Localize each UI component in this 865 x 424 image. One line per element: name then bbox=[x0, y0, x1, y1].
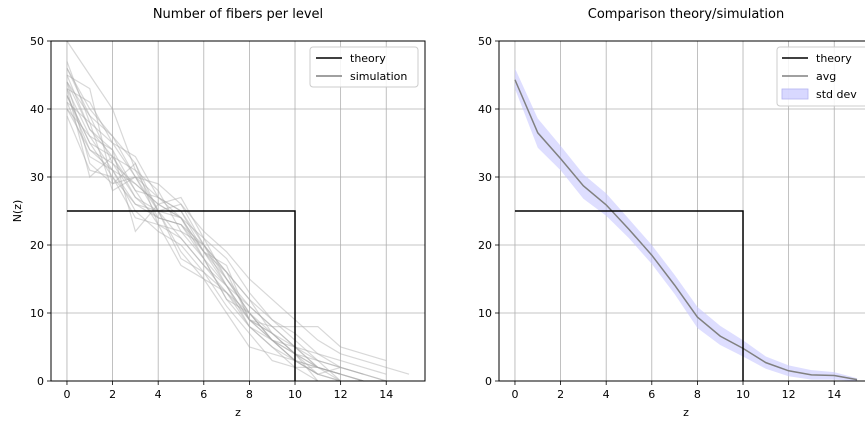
simulation-run-line bbox=[66, 74, 319, 382]
simulation-run-line bbox=[66, 101, 387, 382]
y-ticks-right: 0 10 20 30 40 50 bbox=[478, 35, 499, 388]
x-ticks-right: 0 2 4 6 8 10 12 14 bbox=[511, 381, 841, 401]
theory-line-right bbox=[514, 210, 744, 381]
simulation-run-line bbox=[66, 95, 364, 382]
y-tick-label: 20 bbox=[30, 239, 44, 252]
y-tick-label: 0 bbox=[485, 375, 492, 388]
simulation-run-line bbox=[66, 67, 410, 375]
y-tick-label: 30 bbox=[30, 171, 44, 184]
legend-label-avg: avg bbox=[816, 70, 836, 83]
std-dev-band bbox=[514, 68, 858, 381]
legend-left: theory simulation bbox=[309, 46, 419, 88]
y-tick-label: 0 bbox=[37, 375, 44, 388]
x-tick-label: 8 bbox=[246, 388, 253, 401]
y-tick-label: 50 bbox=[478, 35, 492, 48]
simulation-run-line bbox=[66, 108, 364, 375]
x-tick-label: 10 bbox=[288, 388, 302, 401]
theory-line-left bbox=[66, 210, 296, 381]
legend-swatch-std-dev bbox=[781, 88, 809, 100]
chart-fibers-per-level: Number of fibers per level 0 2 4 6 8 10 12 14 0… bbox=[11, 7, 426, 419]
simulation-run-line bbox=[66, 88, 364, 382]
simulation-run-line bbox=[66, 40, 319, 382]
y-tick-label: 10 bbox=[478, 307, 492, 320]
legend-label-std-dev: std dev bbox=[816, 88, 857, 101]
y-tick-label: 50 bbox=[30, 35, 44, 48]
y-tick-label: 40 bbox=[478, 103, 492, 116]
y-ticks-left: 0 10 20 30 40 50 bbox=[30, 35, 51, 388]
x-tick-label: 12 bbox=[334, 388, 348, 401]
y-tick-label: 40 bbox=[30, 103, 44, 116]
legend-label-theory-left: theory bbox=[350, 52, 386, 65]
legend-label-theory-right: theory bbox=[816, 52, 852, 65]
x-tick-label: 10 bbox=[736, 388, 750, 401]
simulation-run-line bbox=[66, 61, 319, 375]
chart-title-right: Comparison theory/simulation bbox=[588, 7, 784, 22]
legend-box-left bbox=[309, 46, 419, 88]
simulation-run-line bbox=[66, 81, 387, 362]
x-tick-label: 6 bbox=[648, 388, 655, 401]
x-tick-label: 0 bbox=[511, 388, 518, 401]
chart-title-left: Number of fibers per level bbox=[153, 7, 323, 22]
y-tick-label: 20 bbox=[478, 239, 492, 252]
simulation-run-line bbox=[66, 88, 319, 368]
x-ticks-left: 0 2 4 6 8 10 12 14 bbox=[63, 381, 393, 401]
axes-frame-right bbox=[498, 40, 865, 382]
y-tick-label: 10 bbox=[30, 307, 44, 320]
y-tick-label: 30 bbox=[478, 171, 492, 184]
x-tick-label: 14 bbox=[379, 388, 393, 401]
x-tick-label: 4 bbox=[603, 388, 610, 401]
y-axis-label-left: N(z) bbox=[11, 200, 24, 223]
avg-line bbox=[514, 79, 858, 381]
x-tick-label: 0 bbox=[63, 388, 70, 401]
simulation-run-line bbox=[66, 101, 387, 382]
x-tick-label: 8 bbox=[694, 388, 701, 401]
x-tick-label: 14 bbox=[827, 388, 841, 401]
x-tick-label: 6 bbox=[200, 388, 207, 401]
axes-frame-left bbox=[50, 40, 426, 382]
x-axis-label-left: z bbox=[235, 406, 241, 419]
legend-label-simulation: simulation bbox=[350, 70, 407, 83]
x-tick-label: 4 bbox=[155, 388, 162, 401]
x-axis-label-right: z bbox=[683, 406, 689, 419]
x-tick-label: 2 bbox=[557, 388, 564, 401]
legend-right: theory avg std dev bbox=[776, 46, 865, 107]
x-tick-label: 12 bbox=[782, 388, 796, 401]
chart-comparison: Comparison theory/simulation 0 2 4 6 8 10 12 14… bbox=[478, 7, 865, 419]
x-tick-label: 2 bbox=[109, 388, 116, 401]
simulation-run-line bbox=[66, 115, 387, 382]
simulation-run-line bbox=[66, 95, 387, 375]
